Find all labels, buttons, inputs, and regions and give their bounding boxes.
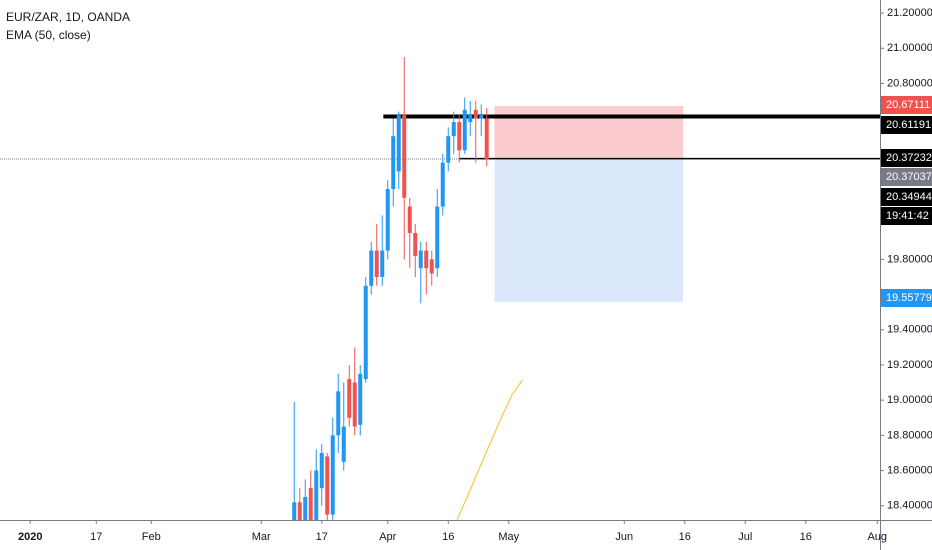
- x-tick-label: 16: [679, 531, 691, 543]
- candle-body: [418, 250, 423, 269]
- y-tick-label: 21.00000: [887, 42, 932, 54]
- candle-body: [440, 162, 445, 207]
- x-tick-label: Jun: [615, 531, 633, 543]
- candle-body: [457, 122, 462, 151]
- candle-body: [479, 115, 484, 119]
- stop-zone: [494, 106, 684, 159]
- price-label-box: [881, 96, 932, 114]
- chart-title: EUR/ZAR, 1D, OANDA: [6, 10, 130, 24]
- y-tick-label: 20.80000: [887, 77, 932, 89]
- candle-body: [303, 496, 308, 520]
- candle-body: [297, 502, 302, 520]
- price-label: 20.34944: [886, 191, 932, 203]
- candle-body: [341, 426, 346, 462]
- candle-body: [336, 391, 341, 436]
- x-tick-label: Apr: [379, 531, 396, 543]
- y-tick-label: 18.40000: [887, 500, 932, 512]
- plot-area: [0, 57, 880, 520]
- candle-body: [385, 188, 390, 251]
- price-label-box: [881, 188, 932, 206]
- candle-body: [325, 456, 330, 515]
- x-tick-label: Aug: [867, 531, 887, 543]
- price-label: 19.55779: [886, 292, 932, 304]
- candle-body: [473, 109, 478, 119]
- candle-body: [468, 115, 473, 123]
- x-tick-label: 17: [316, 531, 328, 543]
- price-label: 20.61191: [886, 119, 931, 131]
- candle-body: [424, 250, 429, 269]
- x-tick-label: Feb: [142, 531, 161, 543]
- price-label: 20.37232: [886, 152, 932, 164]
- candle-body: [292, 502, 297, 520]
- y-tick-label: 19.80000: [887, 253, 932, 265]
- price-label-box: [881, 207, 932, 225]
- x-tick-label: Jul: [738, 531, 752, 543]
- y-tick-label: 19.20000: [887, 359, 932, 371]
- y-tick-label: 19.00000: [887, 394, 932, 406]
- candle-body: [446, 136, 451, 163]
- candle-body: [402, 115, 407, 198]
- price-label-box: [881, 168, 932, 186]
- y-tick-label: 21.20000: [887, 7, 932, 19]
- indicator-label: EMA (50, close): [6, 28, 91, 42]
- candle-body: [308, 488, 313, 520]
- y-tick-label: 19.40000: [887, 324, 932, 336]
- x-tick-label: 16: [442, 531, 454, 543]
- x-tick-label: 16: [800, 531, 812, 543]
- price-label: 19:41:42: [886, 210, 929, 222]
- price-label-box: [881, 289, 932, 307]
- candle-body: [380, 250, 385, 277]
- candle-body: [358, 373, 363, 425]
- x-tick-label: Mar: [252, 531, 271, 543]
- candle-body: [319, 452, 324, 489]
- candle-body: [396, 115, 401, 172]
- price-label-box: [881, 116, 932, 134]
- candle-body: [462, 109, 467, 151]
- price-label: 20.37037: [886, 171, 932, 183]
- x-tick-label: May: [498, 531, 519, 543]
- candle-body: [407, 206, 412, 233]
- candle-body: [484, 118, 489, 160]
- x-tick-label: 17: [90, 531, 102, 543]
- target-zone: [494, 158, 684, 303]
- candle-body: [363, 285, 368, 380]
- price-label: 20.67111: [886, 99, 930, 111]
- candle-body: [347, 379, 352, 418]
- x-tick-label: 2020: [18, 531, 42, 543]
- candle-body: [429, 259, 434, 274]
- candle-body: [314, 470, 319, 520]
- candle-body: [435, 206, 440, 269]
- candle-body: [451, 122, 456, 137]
- candle-body: [374, 250, 379, 277]
- candle-body: [330, 435, 335, 515]
- candle-body: [391, 136, 396, 189]
- y-tick-label: 18.80000: [887, 429, 932, 441]
- ema-line: [456, 379, 523, 520]
- candle-body: [413, 232, 418, 256]
- candle-body: [352, 382, 357, 427]
- y-tick-label: 18.60000: [887, 464, 932, 476]
- candle-body: [369, 250, 374, 286]
- price-label-box: [881, 149, 932, 167]
